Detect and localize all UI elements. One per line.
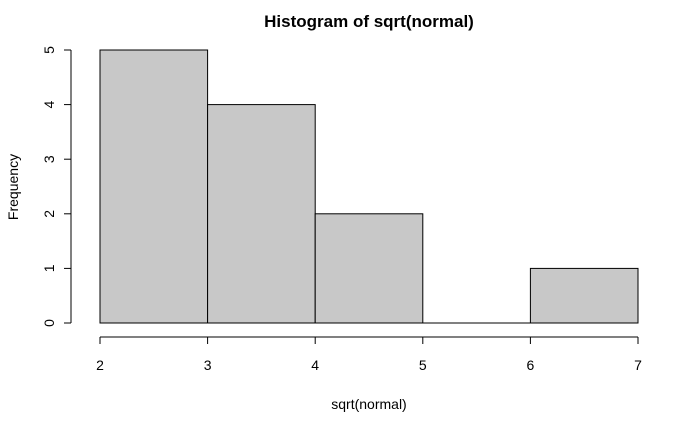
y-tick-label: 1 [41, 264, 57, 272]
y-axis: 0 1 2 3 4 5 [41, 46, 72, 327]
histogram-bar [207, 104, 316, 324]
y-tick-label: 0 [41, 319, 57, 327]
x-tick-label: 7 [634, 357, 642, 373]
y-tick-label: 2 [41, 210, 57, 218]
histogram-bar [99, 49, 209, 324]
x-tick-label: 2 [96, 357, 104, 373]
histogram-bar [529, 267, 639, 324]
histogram-bar [314, 213, 424, 324]
y-tick-label: 5 [41, 46, 57, 54]
chart-title: Histogram of sqrt(normal) [264, 12, 474, 31]
x-axis-label: sqrt(normal) [331, 396, 406, 412]
x-axis: 2 3 4 5 6 7 [96, 336, 642, 373]
x-tick-label: 3 [204, 357, 212, 373]
x-tick-label: 6 [527, 357, 535, 373]
y-tick-label: 3 [41, 155, 57, 163]
x-tick-label: 5 [419, 357, 427, 373]
y-tick-label: 4 [41, 100, 57, 108]
x-tick-label: 4 [311, 357, 319, 373]
y-axis-label: Frequency [5, 154, 21, 220]
bars-group [99, 49, 639, 324]
